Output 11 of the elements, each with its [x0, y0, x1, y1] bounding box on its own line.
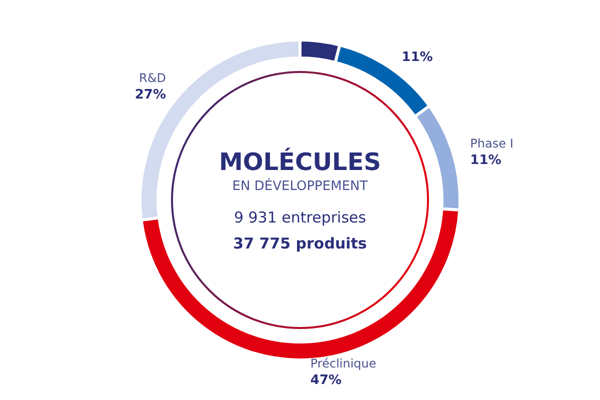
text: EN DÉVELOPPEMENT [232, 177, 368, 194]
slice-label: R&D [139, 70, 166, 85]
slice-label: Préclinique [310, 356, 376, 370]
slice-label: Phase I [470, 136, 514, 151]
text: 37 775 produits [233, 234, 367, 252]
data-label: 11% [402, 50, 433, 66]
data-label: 27% [134, 87, 166, 102]
data-label: 47% [310, 372, 342, 388]
text: MOLÉCULES [218, 147, 382, 176]
data-label: 11% [470, 153, 502, 168]
text: 9 931 entreprises [234, 208, 366, 226]
